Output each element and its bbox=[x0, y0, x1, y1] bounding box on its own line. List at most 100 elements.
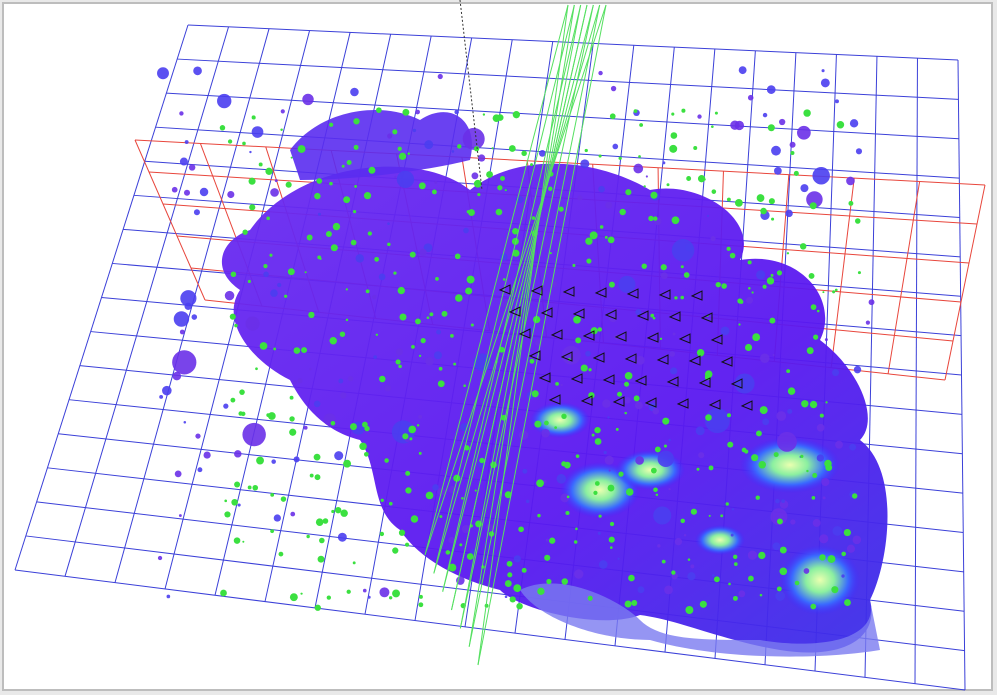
blob bbox=[746, 297, 753, 304]
blob bbox=[249, 151, 251, 153]
particle bbox=[354, 145, 359, 150]
particle bbox=[427, 316, 430, 319]
particle bbox=[688, 558, 691, 561]
blob bbox=[821, 78, 830, 87]
particle bbox=[848, 201, 853, 206]
particle bbox=[398, 147, 402, 151]
particle bbox=[432, 189, 437, 194]
particle bbox=[537, 588, 544, 595]
blob bbox=[379, 587, 389, 597]
particle bbox=[716, 282, 721, 287]
particle bbox=[727, 247, 731, 251]
particle bbox=[307, 235, 313, 241]
particle bbox=[790, 151, 794, 155]
particle bbox=[419, 595, 423, 599]
blob bbox=[413, 129, 416, 132]
particle bbox=[354, 185, 357, 188]
particle bbox=[639, 123, 643, 127]
blob bbox=[418, 415, 422, 419]
particle bbox=[439, 515, 442, 518]
blob bbox=[397, 171, 414, 188]
blob bbox=[394, 176, 396, 178]
blob bbox=[338, 379, 343, 384]
blob bbox=[197, 467, 202, 472]
particle bbox=[417, 424, 419, 426]
blob bbox=[522, 469, 527, 474]
particle bbox=[405, 543, 409, 547]
particle bbox=[656, 494, 658, 496]
blob bbox=[856, 148, 862, 154]
particle bbox=[374, 257, 379, 262]
blob bbox=[633, 164, 643, 174]
particle bbox=[595, 438, 602, 445]
particle bbox=[263, 264, 267, 268]
particle bbox=[376, 107, 382, 113]
particle bbox=[467, 210, 470, 213]
blob bbox=[777, 432, 797, 452]
blob bbox=[812, 167, 829, 184]
particle bbox=[803, 109, 810, 116]
particle bbox=[399, 530, 405, 536]
blob bbox=[825, 338, 828, 341]
blob bbox=[658, 451, 674, 467]
particle bbox=[858, 271, 861, 274]
particle bbox=[366, 289, 370, 293]
blob bbox=[290, 512, 295, 517]
particle bbox=[837, 121, 844, 128]
blob bbox=[281, 109, 285, 113]
blob bbox=[432, 484, 439, 491]
particle bbox=[544, 555, 550, 561]
particle bbox=[771, 218, 774, 221]
blob bbox=[505, 595, 508, 598]
particle bbox=[534, 421, 541, 428]
blob bbox=[748, 551, 757, 560]
blob bbox=[710, 236, 715, 241]
blob bbox=[193, 67, 202, 76]
particle bbox=[712, 189, 717, 194]
particle bbox=[832, 290, 835, 293]
particle bbox=[671, 113, 674, 116]
particle bbox=[439, 367, 443, 371]
particle bbox=[735, 199, 743, 207]
particle bbox=[745, 344, 752, 351]
blob bbox=[184, 190, 190, 196]
particle bbox=[364, 426, 369, 431]
particle bbox=[714, 576, 720, 582]
particle bbox=[715, 112, 718, 115]
blob bbox=[698, 452, 704, 458]
particle bbox=[347, 590, 351, 594]
particle bbox=[728, 583, 731, 586]
blob bbox=[372, 295, 376, 299]
blob bbox=[687, 572, 695, 580]
particle bbox=[662, 418, 669, 425]
particle bbox=[415, 319, 421, 325]
particle bbox=[693, 146, 697, 150]
blob bbox=[781, 499, 785, 503]
particle bbox=[573, 316, 581, 324]
blob bbox=[424, 140, 433, 149]
particle bbox=[616, 428, 619, 431]
blob bbox=[662, 161, 665, 164]
blob bbox=[739, 66, 747, 74]
particle bbox=[748, 576, 754, 582]
particle bbox=[628, 575, 635, 582]
particle bbox=[248, 280, 251, 283]
particle bbox=[364, 192, 371, 199]
blob bbox=[227, 191, 234, 198]
blob bbox=[735, 121, 744, 130]
blob bbox=[598, 71, 602, 75]
particle bbox=[567, 496, 570, 499]
particle bbox=[503, 278, 506, 281]
blob bbox=[314, 401, 321, 408]
blob bbox=[271, 459, 276, 464]
particle bbox=[266, 216, 270, 220]
particle bbox=[592, 434, 595, 437]
blob bbox=[180, 158, 188, 166]
hotspot bbox=[695, 525, 745, 555]
particle bbox=[234, 537, 241, 544]
blob bbox=[540, 241, 548, 249]
particle bbox=[315, 474, 321, 480]
particle bbox=[661, 264, 667, 270]
blob bbox=[263, 272, 269, 278]
particle bbox=[786, 369, 790, 373]
